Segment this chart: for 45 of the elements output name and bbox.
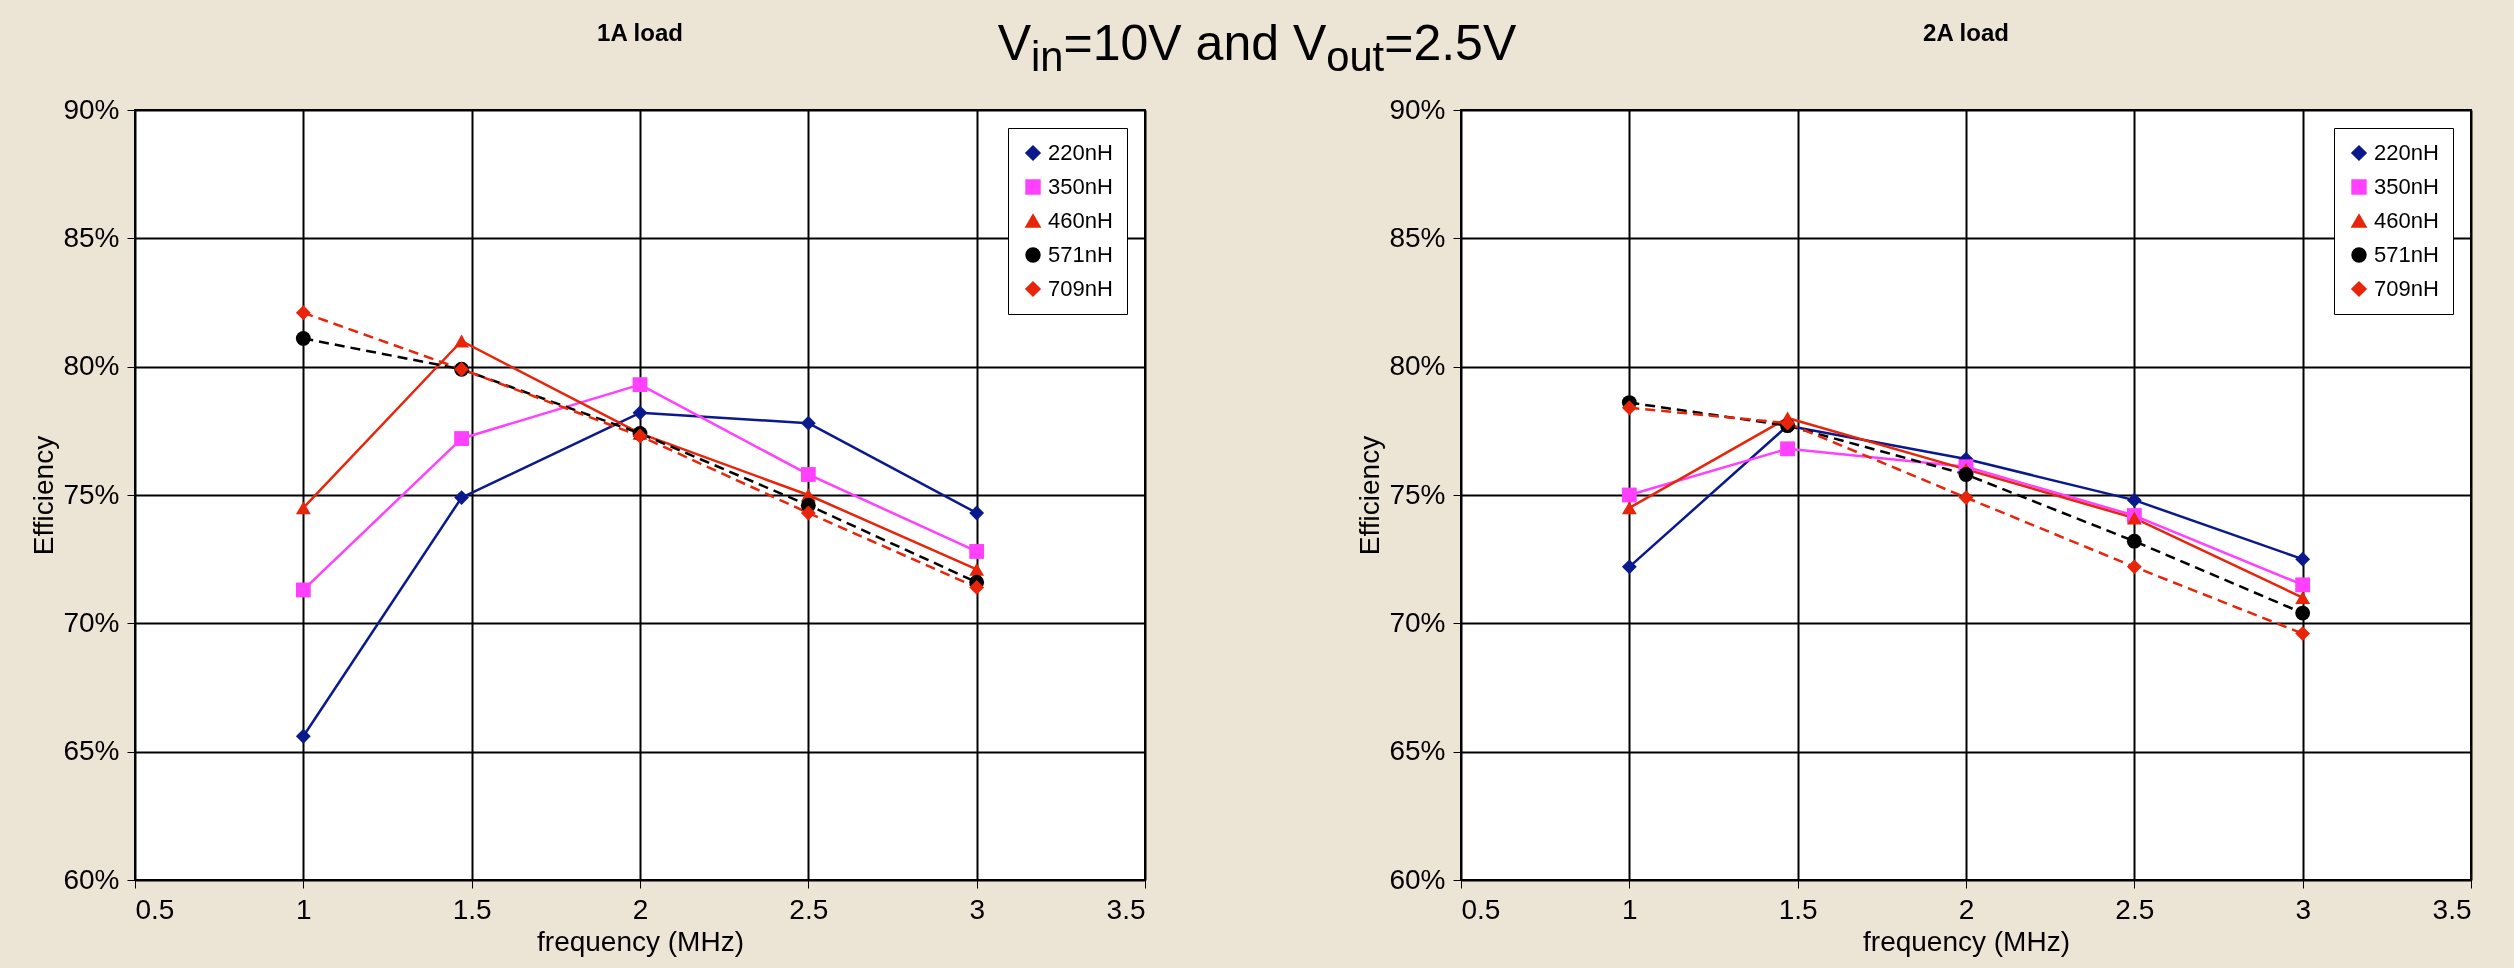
y-tick-label: 60% xyxy=(1389,863,1446,895)
legend-label: 709nH xyxy=(1048,276,1113,301)
chart-title: 1A load xyxy=(597,19,683,46)
x-axis-title: frequency (MHz) xyxy=(1863,925,2070,957)
legend-label: 350nH xyxy=(1048,174,1113,199)
y-tick-label: 85% xyxy=(63,221,120,253)
legend-label: 709nH xyxy=(2374,276,2439,301)
y-tick-label: 85% xyxy=(1389,221,1446,253)
y-tick-label: 65% xyxy=(63,735,120,767)
x-tick-label: 2 xyxy=(1958,893,1975,925)
legend-label: 571nH xyxy=(1048,242,1113,267)
legend-label: 460nH xyxy=(1048,208,1113,233)
legend-label: 571nH xyxy=(2374,242,2439,267)
text: V$_{in}$=10V and V$_{out}$=2.5V xyxy=(997,15,1517,80)
x-tick-label: 2.5 xyxy=(2115,893,2155,925)
x-tick-label: 3 xyxy=(2295,893,2311,925)
y-tick-label: 90% xyxy=(63,93,120,125)
y-tick-label: 80% xyxy=(1389,350,1446,382)
legend-label: 220nH xyxy=(1048,140,1113,165)
x-tick-label: 2 xyxy=(632,893,649,925)
y-axis-title: Efficiency xyxy=(28,435,60,556)
y-tick-label: 70% xyxy=(63,606,120,638)
legend-label: 350nH xyxy=(2374,174,2439,199)
y-tick-label: 90% xyxy=(1389,93,1446,125)
x-axis-title: frequency (MHz) xyxy=(537,925,744,957)
x-tick-label: 1 xyxy=(296,893,312,925)
y-tick-label: 60% xyxy=(63,863,120,895)
x-tick-label: 1.5 xyxy=(1778,893,1818,925)
legend-label: 220nH xyxy=(2374,140,2439,165)
chart-title: 2A load xyxy=(1923,19,2009,46)
x-tick-label: 2.5 xyxy=(789,893,829,925)
y-tick-label: 80% xyxy=(63,350,120,382)
legend-label: 460nH xyxy=(2374,208,2439,233)
x-tick-label: 3 xyxy=(969,893,985,925)
x-tick-label: 3.5 xyxy=(2432,893,2472,925)
y-tick-label: 70% xyxy=(1389,606,1446,638)
y-axis-title: Efficiency xyxy=(1354,435,1386,556)
x-tick-label: 1 xyxy=(1622,893,1638,925)
x-tick-label: 1.5 xyxy=(452,893,492,925)
y-tick-label: 65% xyxy=(1389,735,1446,767)
y-tick-label: 75% xyxy=(63,478,120,510)
y-tick-label: 75% xyxy=(1389,478,1446,510)
x-tick-label: 0.5 xyxy=(135,893,175,925)
x-tick-label: 3.5 xyxy=(1106,893,1146,925)
x-tick-label: 0.5 xyxy=(1461,893,1501,925)
